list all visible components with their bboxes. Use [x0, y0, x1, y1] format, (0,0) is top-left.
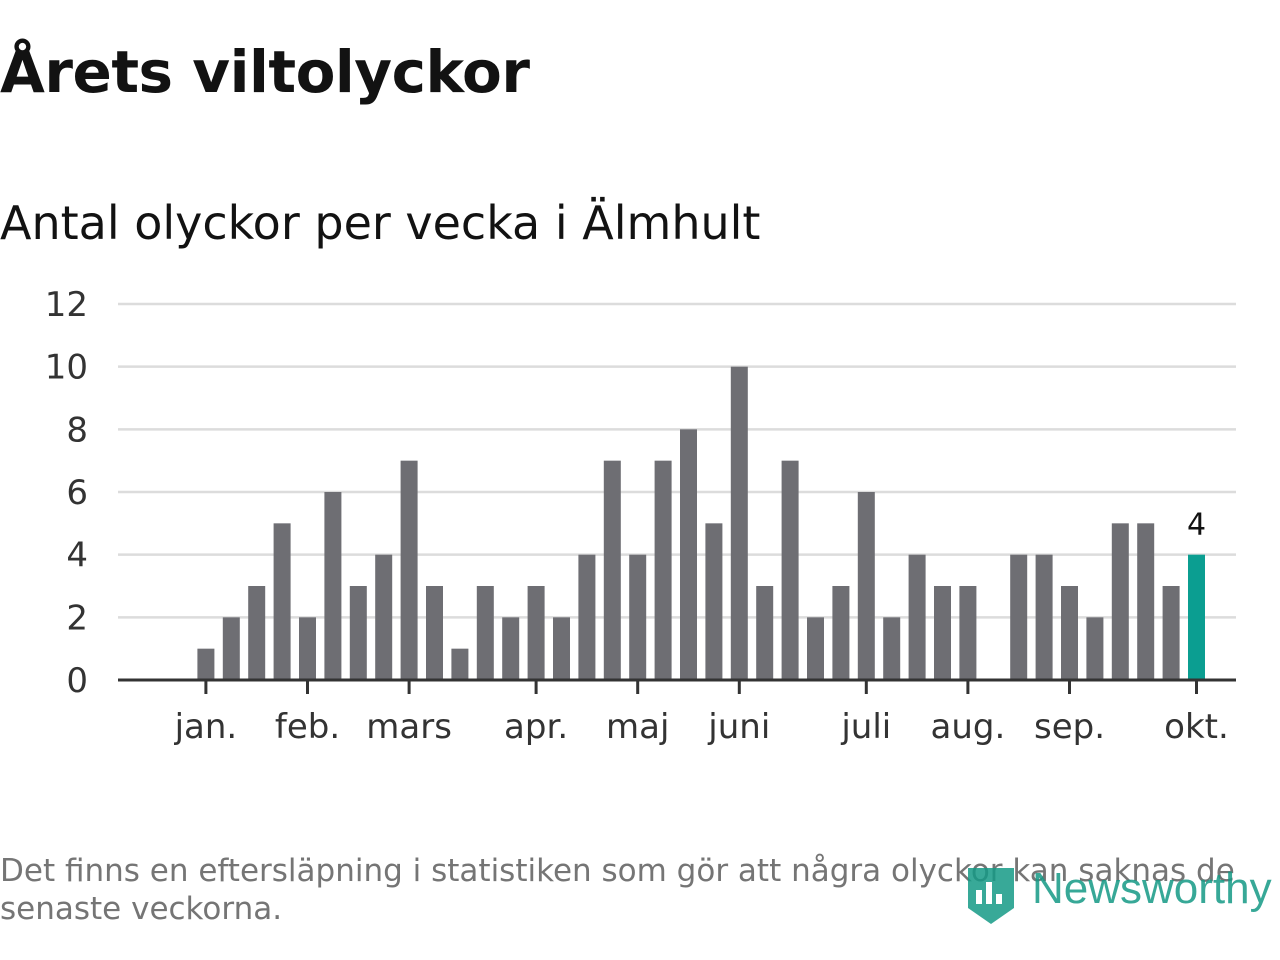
x-tick-label: apr.: [504, 707, 568, 747]
bar: [527, 586, 545, 680]
x-tick-label: jan.: [174, 707, 238, 747]
bar: [908, 554, 926, 680]
bar: [756, 586, 774, 680]
bar: [1162, 586, 1180, 680]
y-tick-label: 0: [66, 661, 88, 701]
x-tick-label: juli: [840, 707, 891, 747]
bar: [476, 586, 494, 680]
footnote: Det finns en eftersläpning i statistiken…: [0, 853, 1235, 927]
bar: [705, 523, 723, 680]
bar: [324, 492, 342, 680]
x-tick-label: maj: [606, 707, 669, 747]
bar: [1061, 586, 1078, 680]
bar: [857, 492, 875, 680]
newsworthy-logo: Newsworthy: [964, 858, 1276, 928]
bar: [553, 617, 570, 680]
bar: [375, 554, 393, 680]
y-tick-label: 8: [66, 410, 88, 450]
x-tick-label: juni: [707, 707, 770, 747]
y-tick-label: 6: [66, 473, 88, 513]
bar: [654, 460, 672, 680]
bar-chart: 0 2 4 6 8 10 12 4 jan. feb. mars apr. maj juni juli aug…: [45, 285, 1236, 747]
newsworthy-logo-text: Newsworthy: [1032, 864, 1272, 913]
bar: [1111, 523, 1129, 680]
bar: [1035, 554, 1053, 680]
bar: [197, 648, 215, 680]
bar: [629, 554, 647, 680]
bar: [248, 586, 266, 680]
bar: [451, 648, 469, 680]
bar: [1137, 523, 1155, 680]
y-tick-label: 4: [66, 536, 88, 576]
bar: [730, 366, 748, 680]
y-tick-label: 12: [45, 285, 88, 325]
x-tick-label: mars: [366, 707, 452, 747]
bar: [1010, 554, 1028, 680]
chart-subtitle: Antal olyckor per vecka i Älmhult: [0, 196, 761, 250]
bar: [807, 617, 824, 680]
x-tick-label: aug.: [931, 707, 1006, 747]
bar: [934, 586, 951, 680]
bar: [603, 460, 621, 680]
bar: [426, 586, 443, 680]
bar-annotation: 4: [1187, 508, 1206, 543]
bar: [400, 460, 418, 680]
bar: [680, 429, 697, 680]
newsworthy-logo-icon: [968, 868, 1014, 924]
bar: [349, 586, 367, 680]
bar: [222, 617, 240, 680]
bar: [1086, 617, 1104, 680]
bar: [299, 617, 316, 680]
x-tick-label: feb.: [275, 707, 340, 747]
bar: [578, 554, 596, 680]
y-tick-label: 10: [45, 348, 88, 388]
bar: [781, 460, 799, 680]
chart-title: Årets viltolyckor: [0, 38, 530, 106]
bar: [273, 523, 291, 680]
x-tick-label: sep.: [1034, 707, 1105, 747]
bar: [883, 617, 901, 680]
bar: [832, 586, 850, 680]
y-tick-label: 2: [66, 598, 88, 638]
bar: [959, 586, 977, 680]
bar: [502, 617, 520, 680]
x-tick-label: okt.: [1164, 707, 1229, 747]
bar-highlight: [1188, 554, 1205, 680]
